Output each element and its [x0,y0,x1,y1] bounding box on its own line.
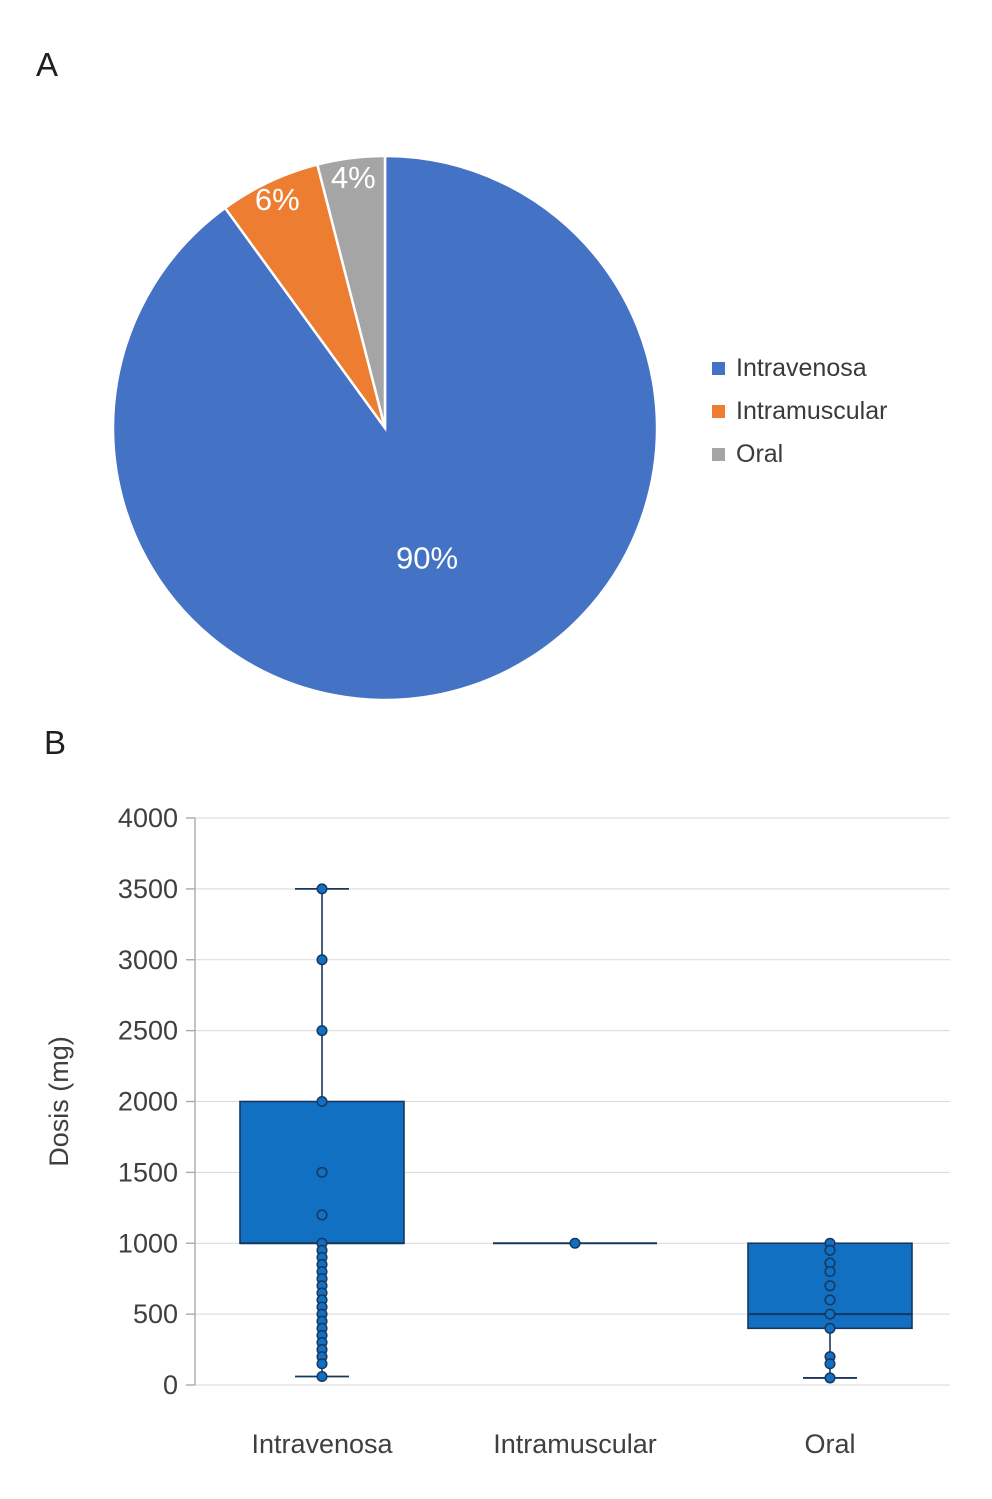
pie-legend: Intravenosa Intramuscular Oral [712,354,887,469]
y-tick-label: 0 [163,1370,178,1400]
y-tick-label: 3000 [118,945,178,975]
pie-value-label-oral: 4% [331,160,376,195]
y-tick-label: 500 [133,1299,178,1329]
data-point [824,1322,836,1334]
pie-slice-oral [315,154,387,429]
data-point [316,1025,328,1037]
data-point [316,1358,328,1370]
x-category-label: Intravenosa [251,1429,393,1459]
legend-item-intramuscular: Intramuscular [712,397,887,426]
x-category-label: Oral [804,1429,855,1459]
legend-label-intravenosa: Intravenosa [736,354,867,382]
data-point [824,1308,836,1320]
data-point [569,1237,581,1249]
y-tick-label: 4000 [118,803,178,833]
data-point [316,883,328,895]
y-tick-label: 2000 [118,1087,178,1117]
data-point [824,1372,836,1384]
legend-label-oral: Oral [736,440,784,468]
y-tick-label: 1500 [118,1157,178,1187]
y-tick-label: 2500 [118,1016,178,1046]
legend-marker-intravenosa-icon [712,362,725,375]
data-point [824,1358,836,1370]
legend-marker-oral-icon [712,448,725,461]
panel-b-label: B [44,724,68,761]
legend-label-intramuscular: Intramuscular [736,397,888,425]
y-tick-label: 3500 [118,874,178,904]
legend-item-oral: Oral [712,440,887,469]
data-point [316,954,328,966]
pie-value-label-intramuscular: 6% [255,182,300,217]
data-point [824,1294,836,1306]
data-point [316,1370,328,1383]
data-point [316,1095,328,1108]
y-tick-label: 1000 [118,1228,178,1258]
legend-item-intravenosa: Intravenosa [712,354,887,383]
data-point [316,1166,328,1178]
legend-marker-intramuscular-icon [712,405,725,418]
panel-a-label: A [36,46,60,83]
data-point [824,1244,836,1256]
pie-value-label-intravenosa: 90% [396,540,458,575]
pie-chart: 90% 6% 4% [111,154,659,702]
y-axis-title: Dosis (mg) [44,1036,74,1167]
data-point [824,1280,836,1292]
boxplot-chart: 0 500 1000 1500 2000 2500 3000 3500 4000 Intraven… [44,803,950,1459]
data-point [824,1266,836,1278]
data-point [316,1209,328,1221]
x-category-label: Intramuscular [493,1429,657,1459]
